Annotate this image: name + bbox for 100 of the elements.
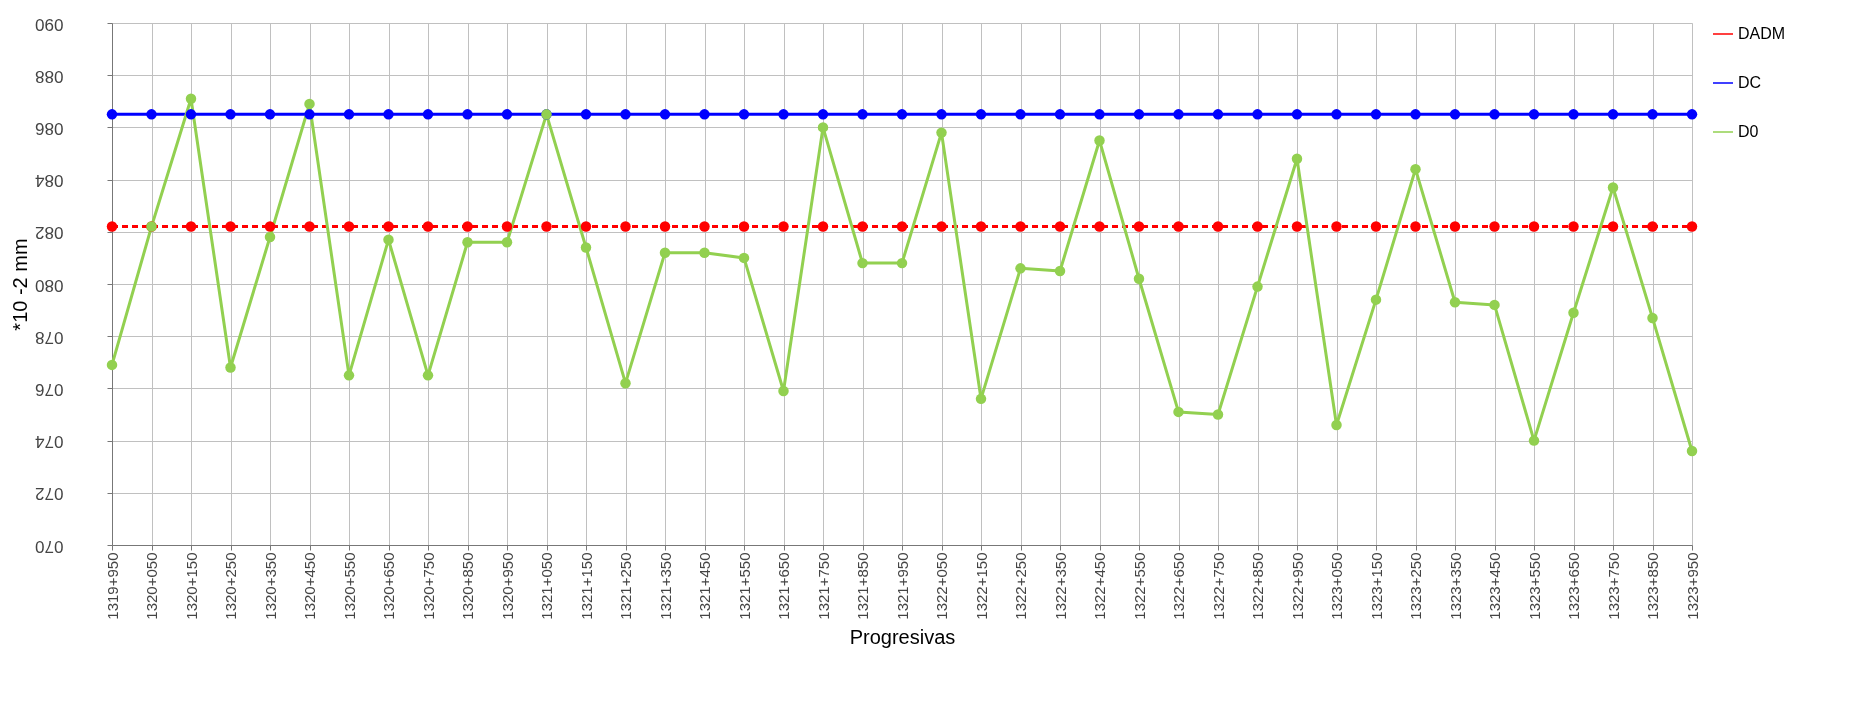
x-tick-label: 1320+350 bbox=[261, 552, 279, 620]
point bbox=[1528, 435, 1540, 446]
x-tick-label: 1323+650 bbox=[1565, 552, 1582, 620]
y-tick-label: 084 bbox=[35, 171, 64, 191]
point bbox=[1568, 221, 1579, 232]
point bbox=[1528, 109, 1540, 120]
point bbox=[1094, 135, 1105, 146]
point bbox=[462, 237, 473, 248]
point bbox=[1607, 109, 1619, 120]
point bbox=[422, 221, 434, 232]
point bbox=[1568, 109, 1579, 120]
point bbox=[778, 385, 789, 397]
point bbox=[738, 221, 750, 232]
x-tick-label: 1323+250 bbox=[1407, 552, 1424, 620]
point bbox=[857, 257, 868, 269]
point bbox=[422, 370, 434, 381]
point bbox=[264, 221, 276, 232]
point bbox=[1410, 163, 1421, 175]
point bbox=[343, 221, 355, 232]
point bbox=[225, 221, 236, 232]
x-tick-label: 1321+750 bbox=[814, 552, 832, 620]
x-tick-label: 1323+950 bbox=[1683, 552, 1701, 620]
y-tick-label: 070 bbox=[35, 536, 64, 556]
x-tick-label: 1322+250 bbox=[1012, 552, 1029, 620]
x-tick-label: 1321+350 bbox=[656, 552, 674, 620]
point bbox=[1331, 419, 1342, 431]
point bbox=[817, 122, 829, 133]
point bbox=[1410, 109, 1421, 120]
point bbox=[1212, 409, 1224, 420]
x-tick-label: 1320+150 bbox=[182, 552, 200, 620]
x-tick-label: 1323+350 bbox=[1446, 552, 1464, 620]
point bbox=[501, 237, 513, 248]
point bbox=[1410, 221, 1421, 232]
x-tick-label: 1320+450 bbox=[301, 552, 318, 620]
point bbox=[1212, 221, 1224, 232]
point bbox=[1370, 221, 1382, 232]
point bbox=[106, 221, 118, 232]
x-tick-label: 1323+450 bbox=[1486, 552, 1503, 620]
point bbox=[541, 221, 552, 232]
point bbox=[501, 109, 513, 120]
point bbox=[501, 221, 513, 232]
point bbox=[1015, 263, 1026, 274]
x-tick-label: 1322+350 bbox=[1051, 552, 1069, 620]
x-tick-label: 1321+950 bbox=[893, 552, 911, 620]
point bbox=[1291, 221, 1303, 232]
x-tick-label: 1321+550 bbox=[735, 552, 753, 620]
point bbox=[422, 109, 434, 120]
x-tick-label: 1322+750 bbox=[1209, 552, 1227, 620]
point bbox=[936, 127, 947, 138]
point bbox=[699, 109, 710, 120]
point bbox=[1252, 281, 1263, 292]
y-tick-label: 074 bbox=[35, 432, 64, 452]
point bbox=[580, 109, 592, 120]
point bbox=[1173, 109, 1184, 120]
point bbox=[857, 109, 868, 120]
point bbox=[1054, 221, 1066, 232]
y-tick-label: 078 bbox=[35, 327, 64, 347]
point bbox=[1647, 109, 1658, 120]
point bbox=[1054, 109, 1066, 120]
point bbox=[185, 93, 197, 104]
x-tick-label: 1320+050 bbox=[143, 552, 160, 620]
point bbox=[462, 221, 473, 232]
y-axis-title: *10 -2 mm bbox=[9, 238, 32, 331]
x-tick-label: 1322+850 bbox=[1249, 552, 1266, 620]
point bbox=[620, 221, 631, 232]
point bbox=[936, 221, 947, 232]
point bbox=[146, 109, 157, 120]
x-tick-label: 1322+650 bbox=[1170, 552, 1187, 620]
x-tick-label: 1322+950 bbox=[1288, 552, 1306, 620]
y-tick-label: 080 bbox=[35, 275, 64, 295]
x-tick-label: 1322+050 bbox=[933, 552, 950, 620]
x-tick-label: 1323+050 bbox=[1328, 552, 1345, 620]
point bbox=[304, 109, 315, 120]
x-tick-label: 1322+550 bbox=[1130, 552, 1148, 620]
legend-label: DC bbox=[1738, 74, 1762, 91]
point bbox=[817, 109, 829, 120]
point bbox=[659, 109, 671, 120]
point bbox=[1607, 221, 1619, 232]
point bbox=[975, 393, 987, 405]
point bbox=[1370, 109, 1382, 120]
x-tick-label: 1320+750 bbox=[419, 552, 437, 620]
point bbox=[1015, 109, 1026, 120]
point bbox=[857, 221, 868, 232]
y-tick-label: 072 bbox=[35, 484, 64, 504]
point bbox=[383, 234, 394, 245]
point bbox=[185, 109, 197, 120]
point bbox=[817, 221, 829, 232]
point bbox=[1370, 294, 1382, 305]
point bbox=[620, 109, 631, 120]
point bbox=[699, 221, 710, 232]
point bbox=[1331, 109, 1342, 120]
point bbox=[896, 109, 908, 120]
x-tick-label: 1322+450 bbox=[1091, 552, 1108, 620]
point bbox=[1528, 221, 1540, 232]
x-tick-label: 1322+150 bbox=[972, 552, 990, 620]
point bbox=[1133, 221, 1145, 232]
point bbox=[975, 109, 987, 120]
point bbox=[1686, 221, 1698, 232]
x-tick-label: 1321+850 bbox=[854, 552, 871, 620]
point bbox=[462, 109, 473, 120]
